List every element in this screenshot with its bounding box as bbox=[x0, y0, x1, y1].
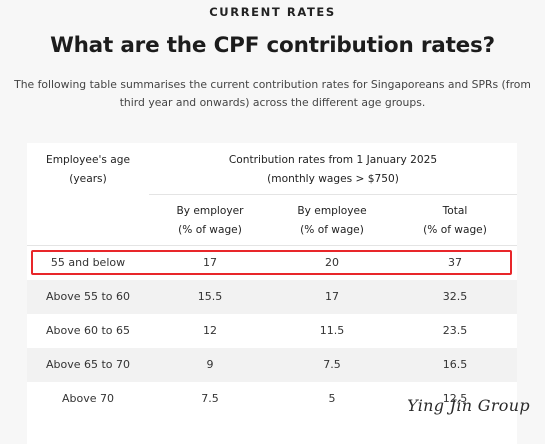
employee-rate-cell: 11.5 bbox=[319, 324, 345, 337]
employer-rate-cell: 7.5 bbox=[201, 392, 219, 405]
subtitle-line-1: The following table summarises the curre… bbox=[14, 78, 531, 91]
employee-rate-cell: 20 bbox=[325, 256, 339, 269]
age-group-cell: 55 and below bbox=[50, 256, 126, 269]
section-eyebrow: CURRENT RATES bbox=[209, 5, 336, 19]
total-rate-cell: 16.5 bbox=[442, 358, 468, 371]
employer-header-line-1: By employer bbox=[176, 205, 244, 217]
total-rate-cell: 23.5 bbox=[442, 324, 468, 337]
employer-rate-cell: 12 bbox=[203, 324, 217, 337]
employee-column-header: By employee (% of wage) bbox=[271, 202, 393, 240]
employee-rate-cell: 5 bbox=[328, 392, 336, 405]
table-row: 55 and below 17 20 37 bbox=[27, 246, 517, 280]
contribution-group-header: Contribution rates from 1 January 2025 (… bbox=[149, 151, 517, 189]
age-group-cell: Above 60 to 65 bbox=[45, 324, 131, 337]
employer-rate-cell: 15.5 bbox=[197, 290, 223, 303]
employee-rate-cell: 17 bbox=[325, 290, 339, 303]
table-row: Above 70 7.5 5 12.5 bbox=[27, 382, 517, 416]
employer-rate-cell: 9 bbox=[206, 358, 214, 371]
total-rate-cell: 32.5 bbox=[442, 290, 468, 303]
total-rate-cell: 12.5 bbox=[442, 392, 468, 405]
highlighted-row-outline bbox=[31, 250, 512, 275]
total-header-line-1: Total bbox=[442, 205, 468, 217]
subtitle-line-2: third year and onwards) across the diffe… bbox=[119, 96, 426, 109]
contribution-rates-table: Employee's age (years) Contribution rate… bbox=[27, 143, 517, 444]
group-header-line-1: Contribution rates from 1 January 2025 bbox=[228, 154, 438, 166]
total-rate-cell: 37 bbox=[448, 256, 462, 269]
employee-header-line-1: By employee bbox=[297, 205, 367, 217]
age-header-line-2: (years) bbox=[69, 173, 107, 185]
total-header-line-2: (% of wage) bbox=[423, 224, 487, 236]
age-group-cell: Above 55 to 60 bbox=[45, 290, 131, 303]
age-group-cell: Above 65 to 70 bbox=[45, 358, 131, 371]
age-group-cell: Above 70 bbox=[61, 392, 114, 405]
total-column-header: Total (% of wage) bbox=[393, 202, 517, 240]
table-row: Above 55 to 60 15.5 17 32.5 bbox=[27, 280, 517, 314]
employer-header-line-2: (% of wage) bbox=[178, 224, 242, 236]
section-subtitle: The following table summarises the curre… bbox=[6, 76, 539, 112]
employee-rate-cell: 7.5 bbox=[323, 358, 341, 371]
employer-rate-cell: 17 bbox=[203, 256, 217, 269]
table-row: Above 65 to 70 9 7.5 16.5 bbox=[27, 348, 517, 382]
age-header-line-1: Employee's age bbox=[46, 154, 130, 166]
group-header-line-2: (monthly wages > $750) bbox=[267, 173, 399, 185]
age-column-header: Employee's age (years) bbox=[27, 151, 149, 189]
employee-header-line-2: (% of wage) bbox=[300, 224, 364, 236]
page-title: What are the CPF contribution rates? bbox=[50, 33, 495, 58]
header-divider bbox=[149, 194, 517, 195]
employer-column-header: By employer (% of wage) bbox=[149, 202, 271, 240]
watermark: Ying Jin Group bbox=[407, 396, 530, 415]
header-bottom-divider bbox=[27, 245, 517, 246]
table-row: Above 60 to 65 12 11.5 23.5 bbox=[27, 314, 517, 348]
